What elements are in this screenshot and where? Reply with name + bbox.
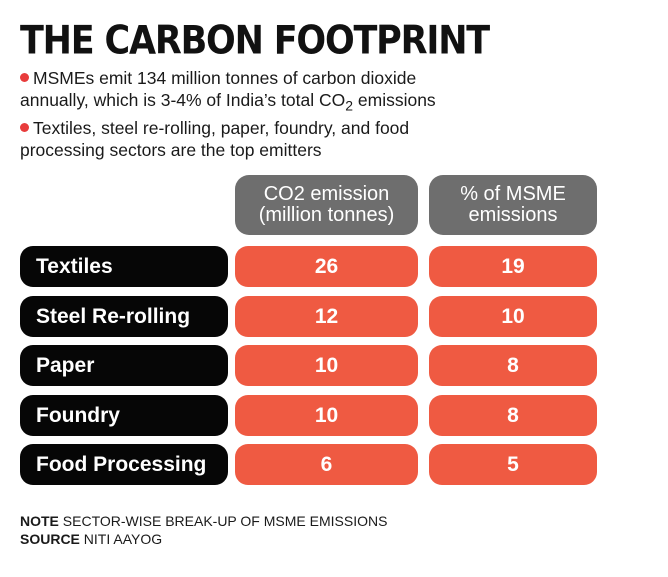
percent-value-cell: 10 [429, 296, 597, 337]
column-header-percent: % of MSME emissions [429, 175, 597, 235]
bullet-dot-icon [20, 122, 29, 132]
co2-value-cell: 6 [235, 444, 418, 485]
co2-value-cell: 12 [235, 296, 418, 337]
source-line: SOURCE NITI AAYOG [20, 530, 387, 548]
bullet-item: MSMEs emit 134 million tonnes of carbon … [20, 67, 530, 117]
percent-value-cell: 19 [429, 246, 597, 287]
column-header-line2: emissions [468, 204, 558, 226]
co2-value-cell: 10 [235, 345, 418, 386]
source-label: SOURCE [20, 531, 80, 547]
footer: NOTE SECTOR-WISE BREAK-UP OF MSME EMISSI… [20, 512, 387, 548]
percent-value-cell: 5 [429, 444, 597, 485]
bullet-text-line2: annually, which is 3-4% of India’s total… [20, 90, 346, 110]
row-label: Foundry [20, 395, 228, 436]
bullet-text-end: emissions [353, 90, 436, 110]
row-label: Food Processing [20, 444, 228, 485]
chart-title: THE CARBON FOOTPRINT [20, 18, 490, 64]
bullet-text-line1: Textiles, steel re-rolling, paper, found… [33, 117, 410, 138]
note-label: NOTE [20, 513, 59, 529]
bullet-text-line1: MSMEs emit 134 million tonnes of carbon … [33, 68, 417, 88]
bullet-list: MSMEs emit 134 million tonnes of carbon … [20, 67, 530, 161]
row-label: Textiles [20, 246, 228, 287]
source-text: NITI AAYOG [79, 531, 163, 547]
percent-value-cell: 8 [429, 395, 597, 436]
co2-value-cell: 26 [235, 246, 418, 287]
co2-value-cell: 10 [235, 395, 418, 436]
column-header-line2: (million tonnes) [258, 204, 395, 226]
bullet-item: Textiles, steel re-rolling, paper, found… [20, 117, 530, 161]
column-header-line1: CO2 emission [263, 183, 390, 205]
row-label: Steel Re-rolling [20, 296, 228, 337]
row-label: Paper [20, 345, 228, 386]
percent-value-cell: 8 [429, 345, 597, 386]
column-header-line1: % of MSME [460, 183, 566, 205]
column-header-co2: CO2 emission (million tonnes) [235, 175, 418, 235]
bullet-subscript: 2 [345, 97, 354, 114]
note-line: NOTE SECTOR-WISE BREAK-UP OF MSME EMISSI… [20, 512, 387, 530]
bullet-dot-icon [20, 73, 29, 82]
note-text: SECTOR-WISE BREAK-UP OF MSME EMISSIONS [58, 513, 388, 529]
bullet-text-line2: processing sectors are the top emitters [20, 139, 322, 160]
